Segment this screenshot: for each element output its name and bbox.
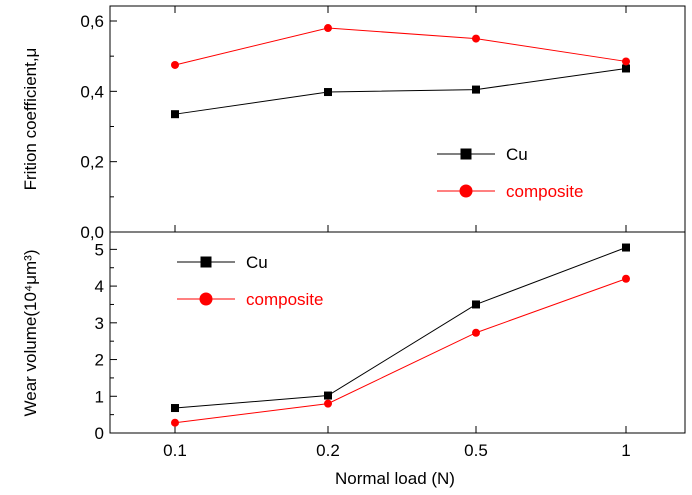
bottom-series-0-point-2	[472, 300, 480, 309]
bottom-legend-marker-1	[199, 292, 213, 306]
bottom-series-1-point-0	[171, 418, 179, 427]
bottom-series-1-point-1	[324, 399, 332, 408]
bottom-series-0-point-3	[622, 243, 630, 252]
top-series-1-point-1	[324, 24, 332, 33]
bottom-y-tick-label-2: 2	[95, 351, 104, 370]
x-tick-label-3: 1	[621, 441, 630, 460]
top-y-tick-label-2: 0,4	[80, 82, 104, 101]
top-legend: Cu composite	[437, 145, 583, 201]
x-axis-ticks: 0.1 0.2 0.5 1	[163, 6, 631, 460]
bottom-series-1-point-2	[472, 328, 480, 337]
wear-volume-panel: 0 1 2 3 4 5 0.1 0.2 0.5 1 Cu composite Wear volum…	[21, 6, 686, 488]
top-y-axis-ticks: 0,0 0,2 0,4 0,6	[80, 12, 117, 242]
x-tick-label-1: 0.2	[316, 441, 340, 460]
top-legend-label-0: Cu	[506, 145, 528, 164]
bottom-y-axis-label: Wear volume(10⁴μm³)	[21, 250, 40, 417]
top-series-0-point-0	[171, 110, 179, 119]
bottom-y-tick-label-1: 1	[95, 387, 104, 406]
x-tick-label-0: 0.1	[163, 441, 187, 460]
top-legend-label-1: composite	[506, 182, 583, 201]
top-series-group	[171, 24, 630, 119]
top-series-0-point-2	[472, 85, 480, 94]
x-axis-label: Normal load (N)	[335, 469, 455, 488]
top-series-line-0	[174, 67, 627, 115]
bottom-y-axis-ticks: 0 1 2 3 4 5	[95, 240, 117, 443]
top-y-tick-label-0: 0,0	[80, 223, 104, 242]
top-y-axis-label: Frition coefficient,μ	[21, 48, 40, 191]
top-plot-frame	[109, 5, 686, 233]
bottom-legend: Cu composite	[177, 253, 323, 309]
bottom-y-tick-label-3: 3	[95, 314, 104, 333]
bottom-series-line-0	[174, 247, 627, 409]
bottom-series-group	[171, 243, 630, 427]
top-series-1-point-3	[622, 57, 630, 66]
top-series-1-point-2	[472, 34, 480, 43]
bottom-series-line-1	[174, 278, 627, 424]
top-legend-marker-1	[459, 184, 473, 198]
top-series-line-1	[174, 27, 627, 66]
x-tick-label-2: 0.5	[464, 441, 488, 460]
friction-coefficient-panel: 0,0 0,2 0,4 0,6 Cu composite Frition coeffic…	[21, 5, 686, 242]
bottom-legend-label-1: composite	[246, 290, 323, 309]
top-series-0-point-3	[622, 64, 630, 73]
bottom-series-1-point-3	[622, 274, 630, 283]
bottom-y-tick-label-0: 0	[95, 424, 104, 443]
top-series-1-point-0	[171, 60, 179, 69]
bottom-y-tick-label-4: 4	[95, 277, 104, 296]
bottom-legend-label-0: Cu	[246, 253, 268, 272]
bottom-y-tick-label-5: 5	[95, 240, 104, 259]
bottom-plot-frame	[109, 231, 686, 434]
bottom-series-0-point-1	[324, 391, 332, 400]
top-y-tick-label-3: 0,6	[80, 12, 104, 31]
bottom-legend-marker-0	[200, 256, 212, 268]
bottom-series-0-point-0	[171, 404, 179, 413]
top-legend-marker-0	[460, 148, 472, 160]
top-y-tick-label-1: 0,2	[80, 153, 104, 172]
top-series-0-point-1	[324, 88, 332, 97]
